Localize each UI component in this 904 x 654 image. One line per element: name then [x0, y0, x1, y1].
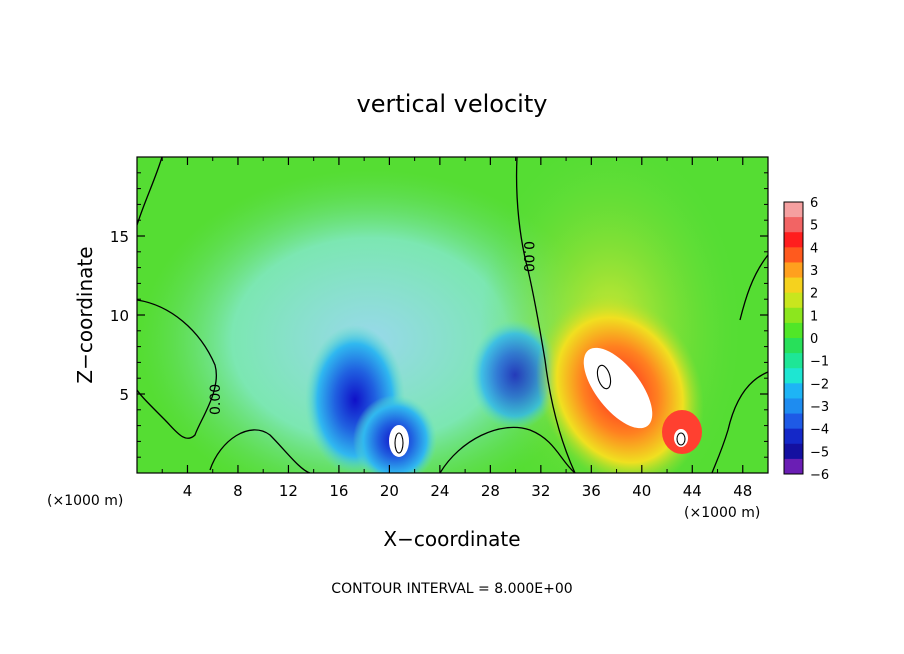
colorbar-label: −3 — [810, 400, 829, 415]
y-tick-label: 15 — [110, 228, 129, 246]
x-tick-label: 36 — [582, 482, 601, 500]
colorbar-swatch — [784, 262, 803, 279]
colorbar-swatch — [784, 277, 803, 294]
colorbar-label: −1 — [810, 355, 829, 370]
colorbar-swatch — [784, 232, 803, 248]
colorbar-swatch — [784, 458, 803, 475]
colorbar-label: −4 — [810, 423, 829, 438]
colorbar: 6 5 4 3 2 1 0 −1 −2 −3 −4 −5 −6 — [783, 196, 829, 483]
zero-contour-left — [137, 299, 217, 439]
x-axis-ticks: 4 8 12 16 20 24 28 32 36 40 44 48 — [161, 157, 752, 500]
x-unit-left: (×1000 m) — [47, 493, 123, 509]
colorbar-label: −5 — [810, 445, 829, 460]
colorbar-swatch — [784, 338, 803, 354]
y-axis-ticks: 5 10 15 — [110, 172, 768, 458]
x-tick-label: 32 — [531, 482, 550, 500]
colorbar-swatch — [784, 307, 803, 324]
colorbar-label: 3 — [810, 264, 818, 279]
colorbar-label: 2 — [810, 287, 818, 302]
colorbar-label: 1 — [810, 309, 818, 324]
plot-area: 0.00 0.00 — [137, 157, 768, 473]
x-tick-label: 16 — [329, 482, 348, 500]
zero-contour-left-upper — [137, 157, 163, 226]
zero-contour-main — [515, 157, 576, 473]
x-tick-label: 20 — [380, 482, 399, 500]
colorbar-swatch — [784, 428, 803, 445]
x-unit-right: (×1000 m) — [684, 505, 760, 521]
updraft-peak — [583, 347, 653, 429]
x-tick-label: 44 — [683, 482, 702, 500]
contour-updraft-8 — [596, 364, 612, 390]
x-tick-label: 48 — [733, 482, 752, 500]
colorbar-swatch — [784, 217, 803, 233]
colorbar-label: 4 — [810, 241, 818, 256]
colorbar-swatch — [784, 383, 803, 399]
x-tick-label: 28 — [481, 482, 500, 500]
colorbar-label: −2 — [810, 377, 829, 392]
zero-contour-bottom — [209, 426, 576, 473]
x-tick-label: 8 — [233, 482, 243, 500]
colorbar-swatch — [784, 413, 803, 430]
x-tick-label: 24 — [430, 482, 449, 500]
colorbar-swatch — [784, 322, 803, 339]
updraft-secondary-peak — [674, 429, 688, 447]
x-axis-label: X−coordinate — [383, 527, 520, 551]
x-tick-label: 4 — [183, 482, 193, 500]
contour-downdraft-8 — [394, 432, 404, 454]
downdraft-core-east — [470, 320, 560, 430]
colorbar-swatch — [784, 292, 803, 309]
y-axis-label: Z−coordinate — [73, 246, 97, 383]
colorbar-label: 6 — [810, 196, 818, 211]
contour-label-left: 0.00 — [208, 384, 224, 415]
chart-title: vertical velocity — [357, 90, 548, 118]
colorbar-swatch — [784, 202, 803, 218]
x-tick-label: 12 — [279, 482, 298, 500]
colorbar-swatch — [784, 398, 803, 415]
colorbar-swatch — [784, 353, 803, 369]
contour-interval-footer: CONTOUR INTERVAL = 8.000E+00 — [331, 581, 572, 597]
colorbar-frame — [783, 201, 804, 475]
colorbar-swatch — [784, 443, 803, 460]
y-tick-label: 5 — [119, 386, 129, 404]
downdraft-peak — [389, 425, 409, 457]
colorbar-label: −6 — [810, 468, 829, 483]
contour-updraft-secondary-8 — [676, 432, 686, 446]
contour-label-main: 0.00 — [520, 241, 536, 272]
zero-contour-right — [711, 254, 768, 473]
y-tick-label: 10 — [110, 307, 129, 325]
colorbar-swatch — [784, 247, 803, 263]
colorbar-label: 0 — [810, 332, 818, 347]
colorbar-swatch — [784, 368, 803, 384]
x-tick-label: 40 — [632, 482, 651, 500]
colorbar-label: 5 — [810, 219, 818, 234]
